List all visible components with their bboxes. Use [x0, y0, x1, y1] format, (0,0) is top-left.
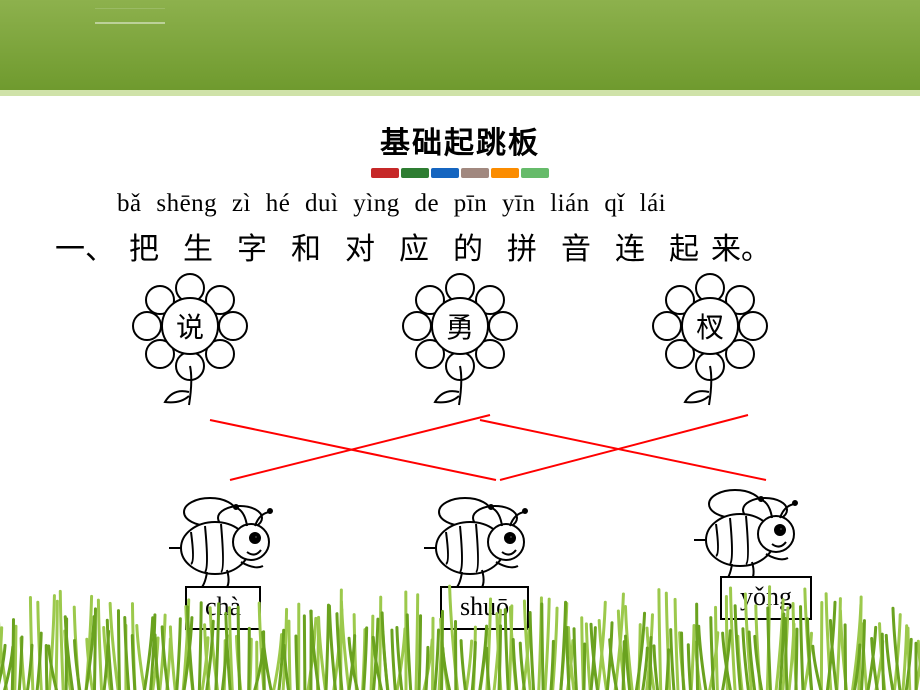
- color-chip: [371, 168, 399, 178]
- color-chip: [461, 168, 489, 178]
- flower-character: 说: [120, 306, 260, 346]
- hanzi-char: 和: [279, 224, 333, 268]
- hanzi-char: 把: [117, 224, 171, 268]
- flower-item: 杈: [640, 270, 780, 415]
- hanzi-char: 来。: [711, 224, 765, 268]
- hanzi-char: 字: [225, 224, 279, 268]
- grass-decoration: [0, 580, 920, 690]
- hanzi-char: 连: [603, 224, 657, 268]
- color-chip: [431, 168, 459, 178]
- color-underline: [370, 168, 550, 178]
- instruction-line: bǎ shēng zì hé duì yìng de pīn yīn lián …: [55, 190, 885, 268]
- color-chip: [521, 168, 549, 178]
- hanzi-char: 对: [333, 224, 387, 268]
- color-chip: [401, 168, 429, 178]
- instruction-pinyin: bǎ shēng zì hé duì yìng de pīn yīn lián …: [55, 190, 885, 218]
- flower-character: 杈: [640, 306, 780, 346]
- hanzi-char: 起: [657, 224, 711, 268]
- instruction-hanzi: 一、把生字和对应的拼音连起来。: [55, 224, 885, 268]
- flower-item: 勇: [390, 270, 530, 415]
- section-title: 基础起跳板: [0, 118, 920, 162]
- watermark: [95, 8, 165, 24]
- hanzi-char: 音: [549, 224, 603, 268]
- instruction-prefix: 一、: [55, 224, 115, 268]
- color-chip: [491, 168, 519, 178]
- hanzi-char: 的: [441, 224, 495, 268]
- flower-character: 勇: [390, 306, 530, 346]
- hanzi-char: 生: [171, 224, 225, 268]
- hanzi-char: 应: [387, 224, 441, 268]
- flower-item: 说: [120, 270, 260, 415]
- header-band: [0, 0, 920, 90]
- hanzi-char: 拼: [495, 224, 549, 268]
